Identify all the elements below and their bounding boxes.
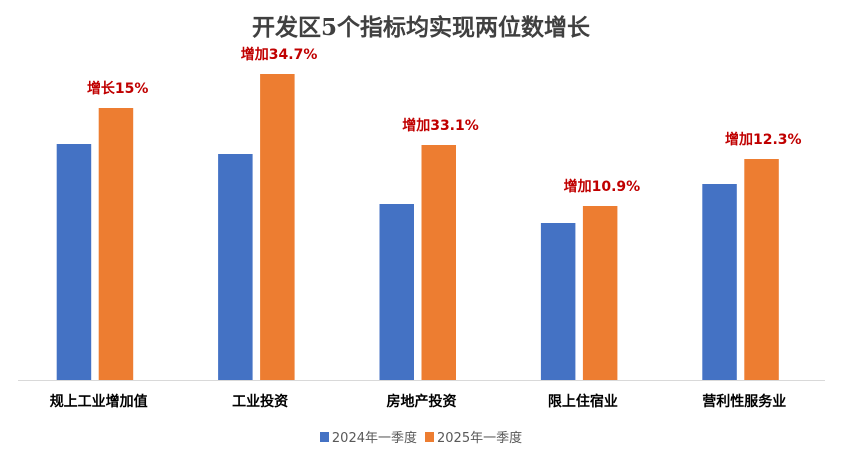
bar-2025 [582, 206, 618, 380]
bar-2025 [98, 108, 134, 380]
bar-2025 [421, 145, 456, 380]
legend-swatch [319, 431, 329, 442]
bar-2024 [56, 144, 92, 380]
bar-2024 [540, 223, 576, 380]
category-label: 工业投资 [232, 393, 288, 410]
annotation-label: 增加12.3% [725, 131, 802, 148]
legend-label: 2024年一季度 [331, 431, 417, 446]
legend: 2024年一季度 2025年一季度 [0, 427, 842, 446]
bar-2025 [260, 74, 295, 380]
legend-label: 2025年一季度 [437, 431, 523, 446]
legend-swatch [425, 431, 434, 442]
annotation-label: 增加33.1% [402, 117, 479, 134]
category-label: 限上住宿业 [548, 393, 618, 410]
legend-item: 2025年一季度 [425, 427, 522, 446]
bar-2024 [379, 204, 414, 380]
annotation-label: 增加10.9% [564, 178, 641, 195]
category-label: 规上工业增加值 [50, 393, 148, 410]
category-label: 房地产投资 [387, 393, 457, 410]
bar-2024 [218, 154, 253, 380]
annotation-label: 增长15% [87, 80, 149, 97]
chart-title: 开发区5个指标均实现两位数增长 [251, 14, 590, 41]
bar-2025 [744, 159, 779, 380]
legend-item: 2024年一季度 [319, 427, 417, 446]
annotation-label: 增加34.7% [241, 46, 318, 63]
bar-2024 [702, 184, 737, 380]
category-label: 营利性服务业 [702, 393, 786, 410]
